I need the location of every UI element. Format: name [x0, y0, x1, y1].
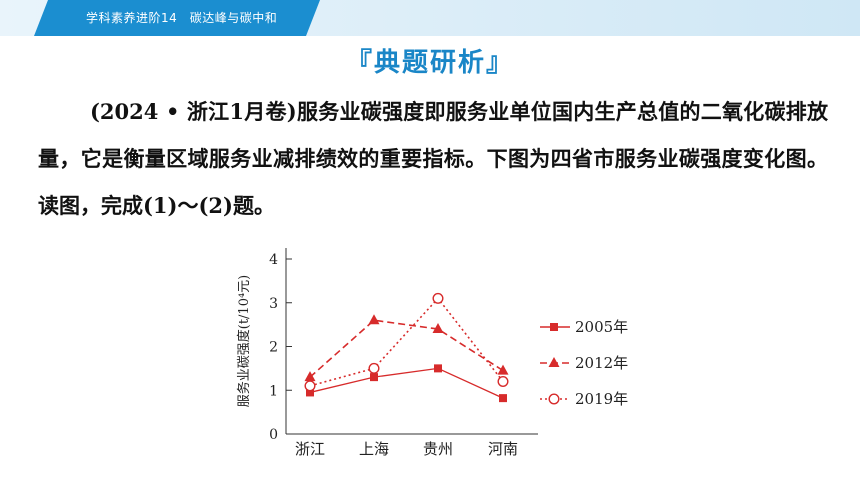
data-point — [499, 394, 507, 403]
chart-svg: 服务业碳强度(t/10⁴元) 0 1 2 3 4 浙江 上海 贵州 河南 2005年 2012年… — [236, 248, 628, 458]
data-point — [368, 362, 380, 374]
carbon-intensity-chart: 服务业碳强度(t/10⁴元) 0 1 2 3 4 浙江 上海 贵州 河南 2005年 2012年… — [226, 236, 646, 472]
y-tick-label: 3 — [269, 296, 278, 312]
legend-marker — [548, 393, 560, 405]
data-point — [304, 371, 316, 382]
data-point — [432, 292, 444, 304]
legend-marker — [550, 323, 558, 331]
legend-label: 2019年 — [575, 390, 628, 408]
y-tick-label: 0 — [269, 427, 278, 443]
data-point — [497, 364, 509, 375]
breadcrumb: 学科素养进阶14 碳达峰与碳中和 — [86, 11, 278, 25]
question-text: (2024 • 浙江1月卷)服务业碳强度即服务业单位国内生产总值的二氧化碳排放量… — [38, 99, 828, 218]
data-point — [370, 373, 378, 382]
section-title: 『典题研析』 — [345, 48, 514, 78]
data-point — [306, 388, 314, 397]
x-tick-label: 浙江 — [295, 440, 325, 458]
series-line-1 — [309, 367, 504, 399]
legend-label: 2005年 — [575, 318, 628, 336]
y-tick-label: 4 — [269, 252, 278, 268]
x-tick-label: 河南 — [488, 440, 518, 458]
series-line-2 — [309, 319, 504, 378]
section-tab — [34, 0, 320, 36]
data-point — [432, 323, 444, 333]
legend-marker — [548, 357, 560, 367]
data-point — [304, 380, 316, 392]
data-point — [368, 314, 380, 325]
y-tick-label: 1 — [269, 383, 278, 399]
legend-label: 2012年 — [575, 354, 628, 372]
x-tick-label: 上海 — [359, 440, 389, 458]
x-tick-label: 贵州 — [423, 440, 453, 458]
y-axis-label: 服务业碳强度(t/10⁴元) — [236, 275, 252, 408]
data-point — [434, 364, 442, 373]
y-tick-label: 2 — [269, 340, 278, 356]
data-point — [497, 375, 509, 387]
top-header-bar: 学科素养进阶14 碳达峰与碳中和 — [0, 0, 860, 36]
